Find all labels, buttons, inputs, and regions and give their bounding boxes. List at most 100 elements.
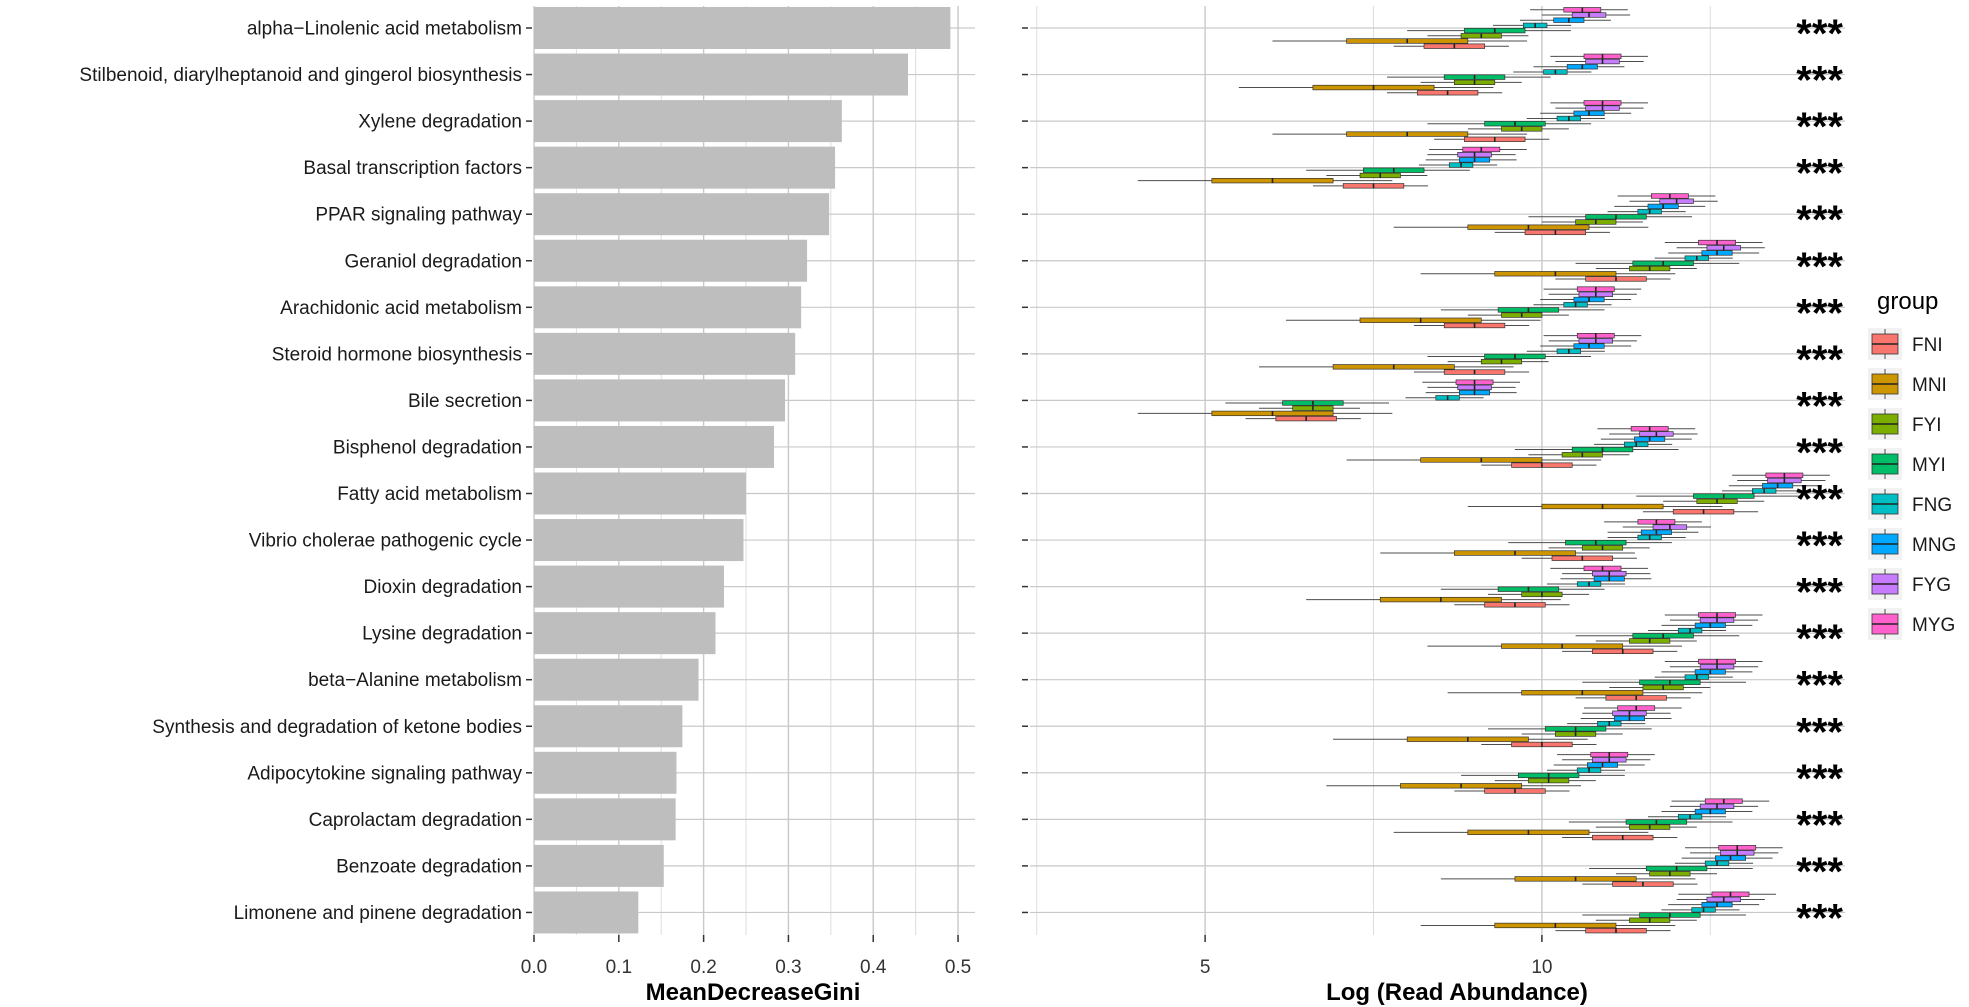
- bar-5: [534, 193, 830, 236]
- significance-label-11: ***: [1796, 478, 1843, 522]
- bar-chart-panel: alpha−Linolenic acid metabolism Stilbenoi…: [79, 6, 975, 978]
- box-x-axis-title: Log (Read Abundance): [1326, 979, 1588, 1006]
- significance-label-9: ***: [1796, 384, 1843, 428]
- box-row-16: [1333, 705, 1682, 748]
- legend-label-FYG: FYG: [1912, 575, 1951, 596]
- bar-14: [534, 612, 716, 655]
- legend-title: group: [1877, 288, 1938, 315]
- box-row-18: [1393, 798, 1770, 841]
- box-row-1: [1272, 7, 1631, 49]
- legend-item-FNI: FNI: [1868, 328, 1943, 360]
- box-row-20: [1420, 891, 1776, 934]
- bar-8: [534, 332, 796, 375]
- box-row-12: [1380, 519, 1711, 561]
- category-label-20: Limonene and pinene degradation: [234, 903, 522, 924]
- box-row-19: [1440, 845, 1783, 887]
- category-label-11: Fatty acid metabolism: [337, 484, 522, 505]
- significance-label-14: ***: [1796, 617, 1843, 661]
- box-row-13: [1306, 565, 1652, 608]
- box-row-4: [1137, 146, 1527, 189]
- significance-label-17: ***: [1796, 757, 1843, 801]
- bar-x-tick-label: 0.2: [690, 957, 716, 978]
- bar-19: [534, 844, 664, 887]
- box-row-7: [1285, 286, 1642, 329]
- legend: FNI MNI FYI MYI FNG MNG FYG MYG: [1868, 328, 1956, 640]
- box-row-8: [1259, 333, 1642, 375]
- significance-label-19: ***: [1796, 850, 1843, 894]
- legend-item-MNG: MNG: [1868, 528, 1956, 560]
- significance-label-8: ***: [1796, 338, 1843, 382]
- box-row-2: [1238, 53, 1648, 96]
- category-label-18: Caprolactam degradation: [309, 810, 522, 831]
- legend-item-FYG: FYG: [1868, 568, 1951, 600]
- legend-item-FYI: FYI: [1868, 408, 1942, 440]
- bar-18: [534, 798, 676, 841]
- bar-x-tick-label: 0.4: [860, 957, 887, 978]
- bar-1: [534, 7, 951, 49]
- significance-label-7: ***: [1796, 291, 1843, 335]
- box-row-15: [1447, 658, 1763, 701]
- category-label-19: Benzoate degradation: [336, 856, 522, 877]
- boxplot-panel: ****************************************…: [1022, 6, 1845, 978]
- bar-20: [534, 891, 639, 934]
- category-label-4: Basal transcription factors: [303, 158, 522, 179]
- bar-4: [534, 146, 836, 189]
- legend-item-MYI: MYI: [1868, 448, 1946, 480]
- bar-13: [534, 565, 724, 608]
- bar-16: [534, 705, 683, 748]
- legend-label-MYG: MYG: [1912, 615, 1955, 636]
- legend-item-FNG: FNG: [1868, 488, 1952, 520]
- category-label-12: Vibrio cholerae pathogenic cycle: [249, 531, 522, 552]
- box-row-3: [1272, 100, 1648, 142]
- significance-label-6: ***: [1796, 245, 1843, 289]
- significance-label-5: ***: [1796, 198, 1843, 242]
- significance-label-1: ***: [1796, 12, 1843, 56]
- bar-6: [534, 239, 808, 282]
- bar-12: [534, 519, 744, 562]
- significance-label-20: ***: [1796, 896, 1843, 940]
- bar-10: [534, 425, 775, 468]
- bar-2: [534, 53, 909, 96]
- significance-label-16: ***: [1796, 710, 1843, 754]
- bar-7: [534, 286, 802, 329]
- category-label-2: Stilbenoid, diarylheptanoid and gingerol…: [79, 65, 522, 86]
- box-row-14: [1427, 612, 1763, 654]
- category-label-16: Synthesis and degradation of ketone bodi…: [152, 717, 522, 738]
- category-label-7: Arachidonic acid metabolism: [280, 298, 522, 319]
- category-label-9: Bile secretion: [408, 391, 522, 412]
- bar-11: [534, 472, 747, 515]
- significance-label-12: ***: [1796, 524, 1843, 568]
- bar-x-tick-label: 0.0: [521, 957, 547, 978]
- bar-x-tick-label: 0.5: [945, 957, 971, 978]
- box-row-5: [1393, 193, 1718, 236]
- significance-label-4: ***: [1796, 152, 1843, 196]
- bar-x-axis-title: MeanDecreaseGini: [646, 979, 861, 1006]
- legend-label-FNG: FNG: [1912, 495, 1952, 516]
- legend-label-MNI: MNI: [1912, 375, 1947, 396]
- box-x-tick-label: 5: [1200, 957, 1211, 978]
- legend-label-FNI: FNI: [1912, 335, 1943, 356]
- significance-label-2: ***: [1796, 59, 1843, 103]
- category-label-15: beta−Alanine metabolism: [308, 670, 522, 691]
- legend-item-MNI: MNI: [1868, 368, 1947, 400]
- bar-17: [534, 751, 677, 794]
- bar-x-tick-label: 0.3: [775, 957, 801, 978]
- bar-x-tick-label: 0.1: [606, 957, 632, 978]
- category-label-5: PPAR signaling pathway: [315, 205, 522, 226]
- bar-15: [534, 658, 699, 701]
- legend-label-MNG: MNG: [1912, 535, 1956, 556]
- significance-label-3: ***: [1796, 105, 1843, 149]
- category-label-10: Bisphenol degradation: [333, 437, 522, 458]
- significance-label-10: ***: [1796, 431, 1843, 475]
- significance-label-18: ***: [1796, 803, 1843, 847]
- legend-label-FYI: FYI: [1912, 415, 1942, 436]
- box-x-tick-label: 10: [1531, 957, 1552, 978]
- category-label-3: Xylene degradation: [358, 112, 522, 133]
- box-row-11: [1467, 472, 1830, 515]
- box-row-10: [1346, 426, 1698, 468]
- significance-label-15: ***: [1796, 664, 1843, 708]
- box-row-9: [1137, 379, 1521, 422]
- bar-3: [534, 100, 842, 143]
- category-label-8: Steroid hormone biosynthesis: [272, 344, 522, 365]
